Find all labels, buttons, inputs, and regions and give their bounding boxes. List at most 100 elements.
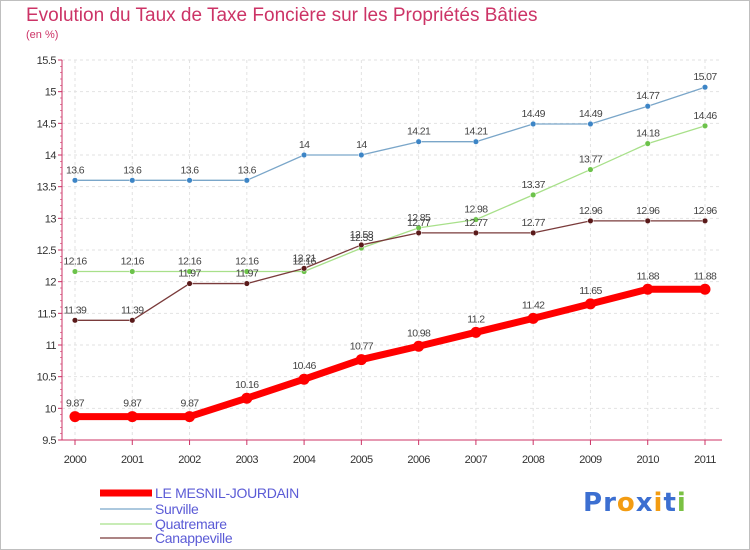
series-point-2: [129, 268, 136, 275]
series-point-1: [587, 120, 594, 128]
x-tick-label: 2006: [407, 454, 430, 466]
data-label-1: 14.49: [579, 108, 603, 120]
x-tick-label: 2009: [579, 454, 602, 466]
data-label-0: 10.16: [235, 379, 259, 391]
data-label-1: 14: [356, 139, 367, 151]
x-tick-label: 2002: [178, 454, 201, 466]
x-tick-label: 2000: [64, 454, 87, 466]
y-tick-label: 12.5: [37, 245, 57, 257]
data-label-0: 10.46: [292, 360, 316, 372]
data-label-1: 14.77: [636, 90, 660, 102]
series-point-3: [701, 217, 709, 224]
y-tick-label: 13: [45, 213, 57, 225]
logo-letter: i: [676, 488, 687, 518]
series-point-2: [644, 140, 651, 147]
data-label-2: 12.16: [235, 256, 259, 268]
series-point-1: [644, 103, 651, 110]
x-tick-label: 2010: [636, 454, 659, 466]
series-point-3: [358, 241, 365, 248]
data-label-0: 9.87: [66, 398, 85, 410]
x-tick-label: 2008: [522, 454, 545, 466]
series-point-2: [186, 268, 193, 275]
y-tick-label: 9.5: [42, 435, 56, 447]
legend-label-2: Quatremare: [155, 516, 227, 532]
data-label-2: 14.46: [693, 110, 717, 122]
series-point-1: [301, 151, 308, 159]
series-point-1: [358, 151, 365, 159]
series-point-1: [243, 177, 250, 184]
data-label-0: 11.2: [467, 313, 485, 325]
data-label-0: 9.87: [123, 398, 142, 410]
series-point-3: [301, 265, 308, 272]
series-point-2: [530, 191, 537, 198]
series-line-3: [74, 220, 706, 321]
series-point-1: [71, 177, 79, 184]
data-label-2: 12.16: [63, 256, 87, 268]
y-tick-label: 11: [46, 340, 57, 352]
logo-letter: P: [583, 488, 604, 518]
data-label-2: 12.53: [350, 232, 374, 244]
data-label-3: 12.77: [522, 217, 546, 229]
data-label-1: 15.07: [693, 71, 717, 83]
series-point-2: [587, 166, 594, 173]
series-point-0: [126, 411, 138, 423]
series-point-1: [472, 138, 479, 145]
series-point-0: [413, 340, 425, 352]
data-label-0: 11.88: [694, 270, 717, 282]
y-tick-label: 14: [45, 150, 57, 162]
data-label-2: 12.16: [121, 256, 145, 268]
y-tick-label: 10.5: [37, 372, 57, 384]
data-label-2: 12.16: [292, 256, 316, 268]
logo-letter: r: [603, 488, 617, 518]
x-tick-label: 2007: [465, 454, 488, 466]
series-line-1: [74, 86, 706, 181]
series-point-3: [587, 217, 594, 224]
data-label-0: 11.65: [579, 285, 602, 297]
data-label-1: 14.21: [464, 126, 488, 138]
x-tick-label: 2001: [121, 454, 144, 466]
data-label-1: 14: [299, 139, 310, 151]
data-label-3: 12.77: [464, 217, 488, 229]
chart-title: Evolution du Taux de Taxe Foncière sur l…: [26, 5, 538, 26]
data-label-0: 10.98: [407, 327, 431, 339]
series-point-0: [298, 373, 310, 385]
series-point-1: [530, 120, 537, 128]
data-label-3: 12.96: [579, 205, 603, 217]
x-tick-label: 2005: [350, 454, 373, 466]
data-label-3: 11.39: [64, 304, 87, 316]
data-label-1: 14.49: [522, 108, 546, 120]
legend-label-0: LE MESNIL-JOURDAIN: [155, 485, 299, 501]
series-point-3: [644, 217, 651, 224]
series-point-0: [642, 283, 654, 295]
series-point-3: [71, 317, 79, 324]
data-label-2: 12.98: [464, 204, 488, 216]
data-label-3: 11.39: [121, 304, 144, 316]
series-point-1: [186, 177, 193, 184]
series-point-0: [184, 411, 196, 423]
x-tick-label: 2003: [236, 454, 259, 466]
series-point-1: [701, 84, 709, 91]
data-label-3: 12.96: [636, 205, 660, 217]
y-tick-label: 14.5: [37, 118, 57, 130]
data-label-2: 13.77: [579, 154, 603, 166]
data-label-2: 13.37: [522, 179, 546, 191]
x-tick-label: 2011: [694, 454, 716, 466]
data-label-3: 12.21: [292, 252, 316, 264]
series-point-0: [69, 411, 81, 423]
logo-letter: o: [616, 488, 636, 518]
data-label-1: 13.6: [123, 164, 142, 176]
logo-letter: t: [663, 488, 677, 518]
legend-label-1: Surville: [155, 501, 199, 517]
series-point-1: [129, 177, 136, 184]
logo-letter: x: [635, 488, 654, 518]
y-tick-label: 15.5: [37, 55, 57, 67]
series-point-3: [129, 317, 136, 324]
data-label-2: 12.16: [178, 256, 202, 268]
data-label-0: 11.88: [636, 270, 659, 282]
logo-letter: i: [653, 488, 664, 518]
legend-label-3: Canappeville: [155, 530, 233, 546]
proxiti-logo: Proxiti: [583, 488, 687, 518]
data-label-1: 13.6: [238, 164, 257, 176]
series-line-0: [71, 285, 709, 421]
